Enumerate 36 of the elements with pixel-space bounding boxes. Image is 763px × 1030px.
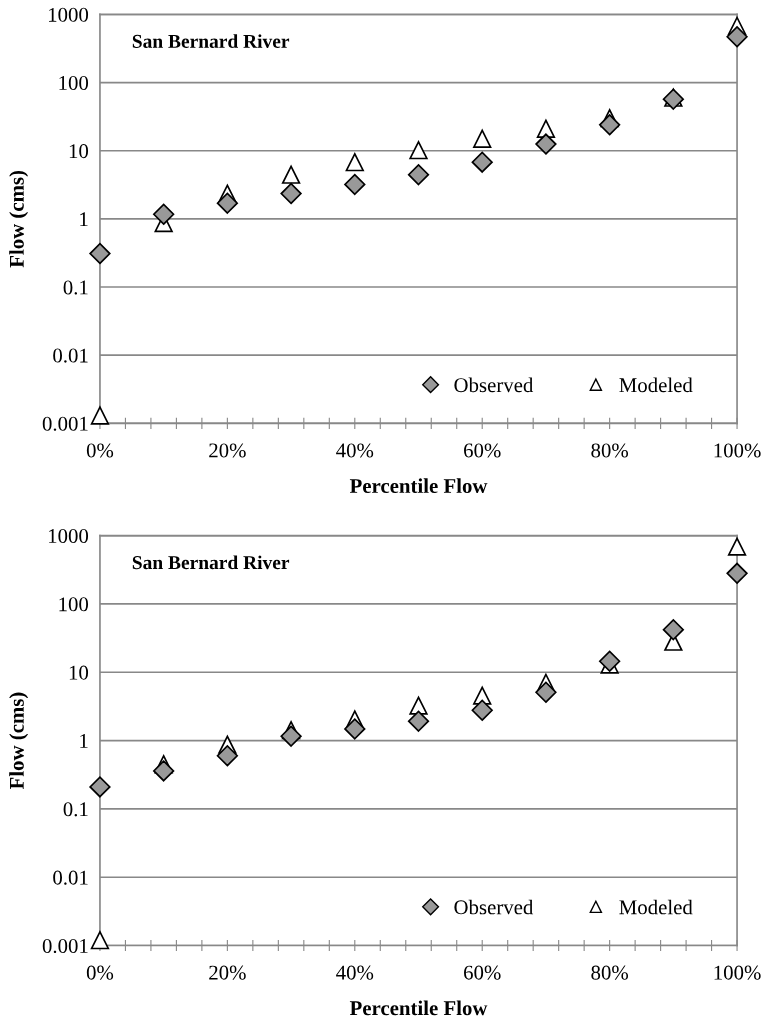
x-tick-label: 40% (336, 443, 374, 458)
legend-label: Observed (454, 377, 534, 393)
x-tick-label: 80% (591, 443, 629, 458)
y-tick-label: 100 (59, 75, 89, 90)
y-tick-label: 0.1 (63, 280, 88, 295)
y-axis-title: Flow (cms) (9, 170, 29, 268)
x-tick-label: 60% (464, 443, 501, 458)
legend-label: Modeled (619, 899, 693, 915)
y-tick-label: 1000 (49, 528, 89, 544)
y-tick-label: 0.001 (42, 938, 88, 954)
text: San Bernard River (132, 555, 290, 570)
x-tick-label: 20% (209, 965, 246, 980)
y-tick-label: 100 (59, 597, 89, 612)
x-tick-label: 0% (86, 443, 114, 458)
y-tick-label: 0.001 (42, 416, 88, 431)
y-tick-label: 1 (80, 734, 88, 748)
y-tick-label: 0.01 (53, 870, 88, 885)
y-tick-label: 1 (80, 212, 88, 227)
x-axis-title: Percentile Flow (349, 1000, 488, 1016)
x-tick-label: 20% (209, 443, 246, 458)
legend-label: Modeled (619, 377, 693, 393)
x-tick-label: 80% (591, 965, 629, 980)
x-tick-label: 0% (86, 965, 114, 980)
y-tick-label: 0.1 (63, 802, 88, 817)
y-tick-label: 1000 (49, 7, 89, 22)
x-axis-title: Percentile Flow (349, 478, 488, 493)
x-tick-label: 40% (336, 965, 374, 980)
y-tick-label: 0.01 (53, 348, 88, 363)
x-tick-label: 100% (714, 443, 761, 458)
y-tick-label: 10 (69, 144, 89, 159)
y-tick-label: 10 (69, 665, 89, 680)
x-tick-label: 100% (714, 965, 761, 980)
text: San Bernard River (132, 34, 290, 48)
legend-label: Observed (454, 899, 534, 915)
x-tick-label: 60% (464, 965, 501, 980)
y-axis-title: Flow (cms) (9, 692, 29, 790)
